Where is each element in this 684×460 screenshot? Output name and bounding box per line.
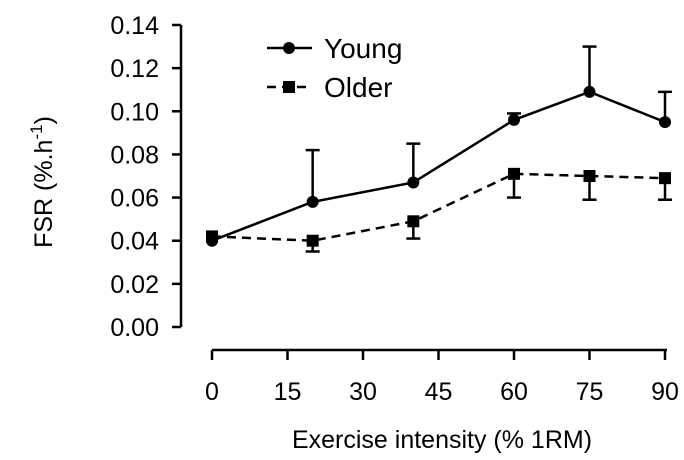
legend-older-label: Older (324, 72, 392, 103)
y-tick-label: 0.02 (110, 271, 159, 299)
older-point (206, 230, 218, 243)
y-axis-label-superscript: -1 (27, 124, 46, 139)
x-axis: 0 15 30 45 60 75 90 (205, 348, 679, 406)
legend: Young Older (267, 33, 402, 103)
older-series-line (211, 172, 666, 242)
young-point (659, 116, 671, 129)
y-axis-label-close: ) (30, 116, 58, 124)
young-point (508, 113, 520, 126)
legend-older-marker (283, 81, 295, 93)
young-point (407, 176, 420, 189)
young-point (583, 85, 596, 98)
older-point (583, 170, 596, 182)
legend-young-label: Young (324, 33, 402, 64)
young-point (306, 195, 319, 208)
y-axis-label-main: FSR (%.h (30, 140, 58, 248)
y-tick-label: 0.04 (110, 228, 159, 256)
y-tick-label: 0.06 (110, 185, 159, 213)
older-point (659, 172, 671, 185)
y-tick-label: 0.08 (110, 141, 159, 169)
y-tick-label: 0.00 (110, 314, 159, 342)
series-layer (206, 45, 672, 253)
x-tick-label: 60 (500, 378, 528, 406)
young-series-line (211, 90, 666, 242)
legend-young-marker (283, 42, 295, 54)
y-tick-label: 0.14 (110, 12, 159, 40)
x-tick-label: 0 (205, 378, 219, 406)
x-tick-label: 15 (274, 378, 302, 406)
y-tick-label: 0.12 (110, 55, 159, 83)
x-tick-label: 45 (425, 378, 453, 406)
older-point (306, 234, 319, 247)
y-tick-label: 0.10 (110, 98, 159, 126)
x-tick-label: 90 (651, 378, 679, 406)
older-point (508, 167, 520, 180)
x-axis-label: Exercise intensity (% 1RM) (292, 426, 592, 454)
y-axis: 0.00 0.02 0.04 0.06 0.08 0.10 0.12 0.14 (110, 12, 183, 342)
x-tick-label: 30 (349, 378, 377, 406)
x-tick-label: 75 (576, 378, 604, 406)
older-point (407, 215, 420, 228)
y-axis-label: FSR (%.h-1) (27, 116, 58, 248)
